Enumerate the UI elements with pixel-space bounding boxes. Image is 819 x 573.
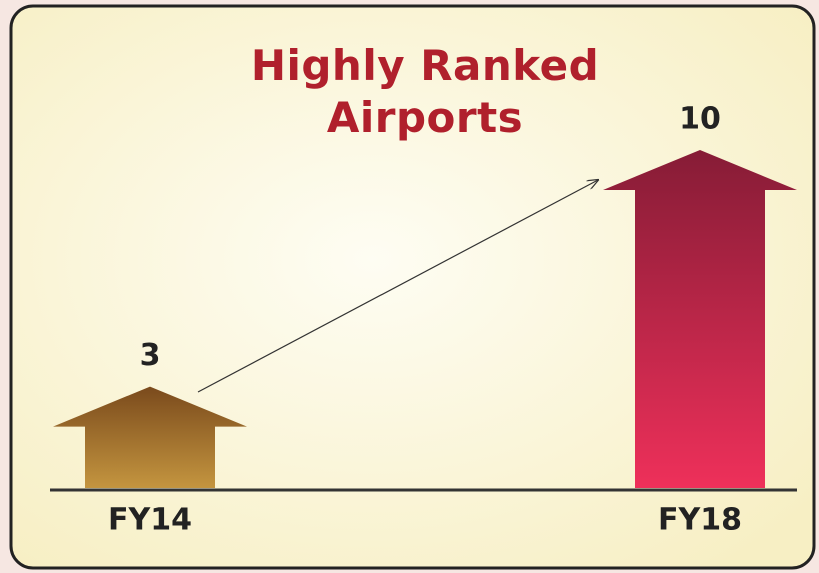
arrow-bar [53, 386, 247, 488]
trend-arrow [197, 180, 598, 393]
value-label: 3 [140, 338, 161, 373]
arrow-bar [603, 150, 797, 488]
chart-title: Highly Ranked Airports [250, 41, 600, 142]
value-label: 10 [679, 102, 721, 137]
category-label: FY18 [658, 503, 742, 538]
category-label: FY14 [108, 503, 192, 538]
